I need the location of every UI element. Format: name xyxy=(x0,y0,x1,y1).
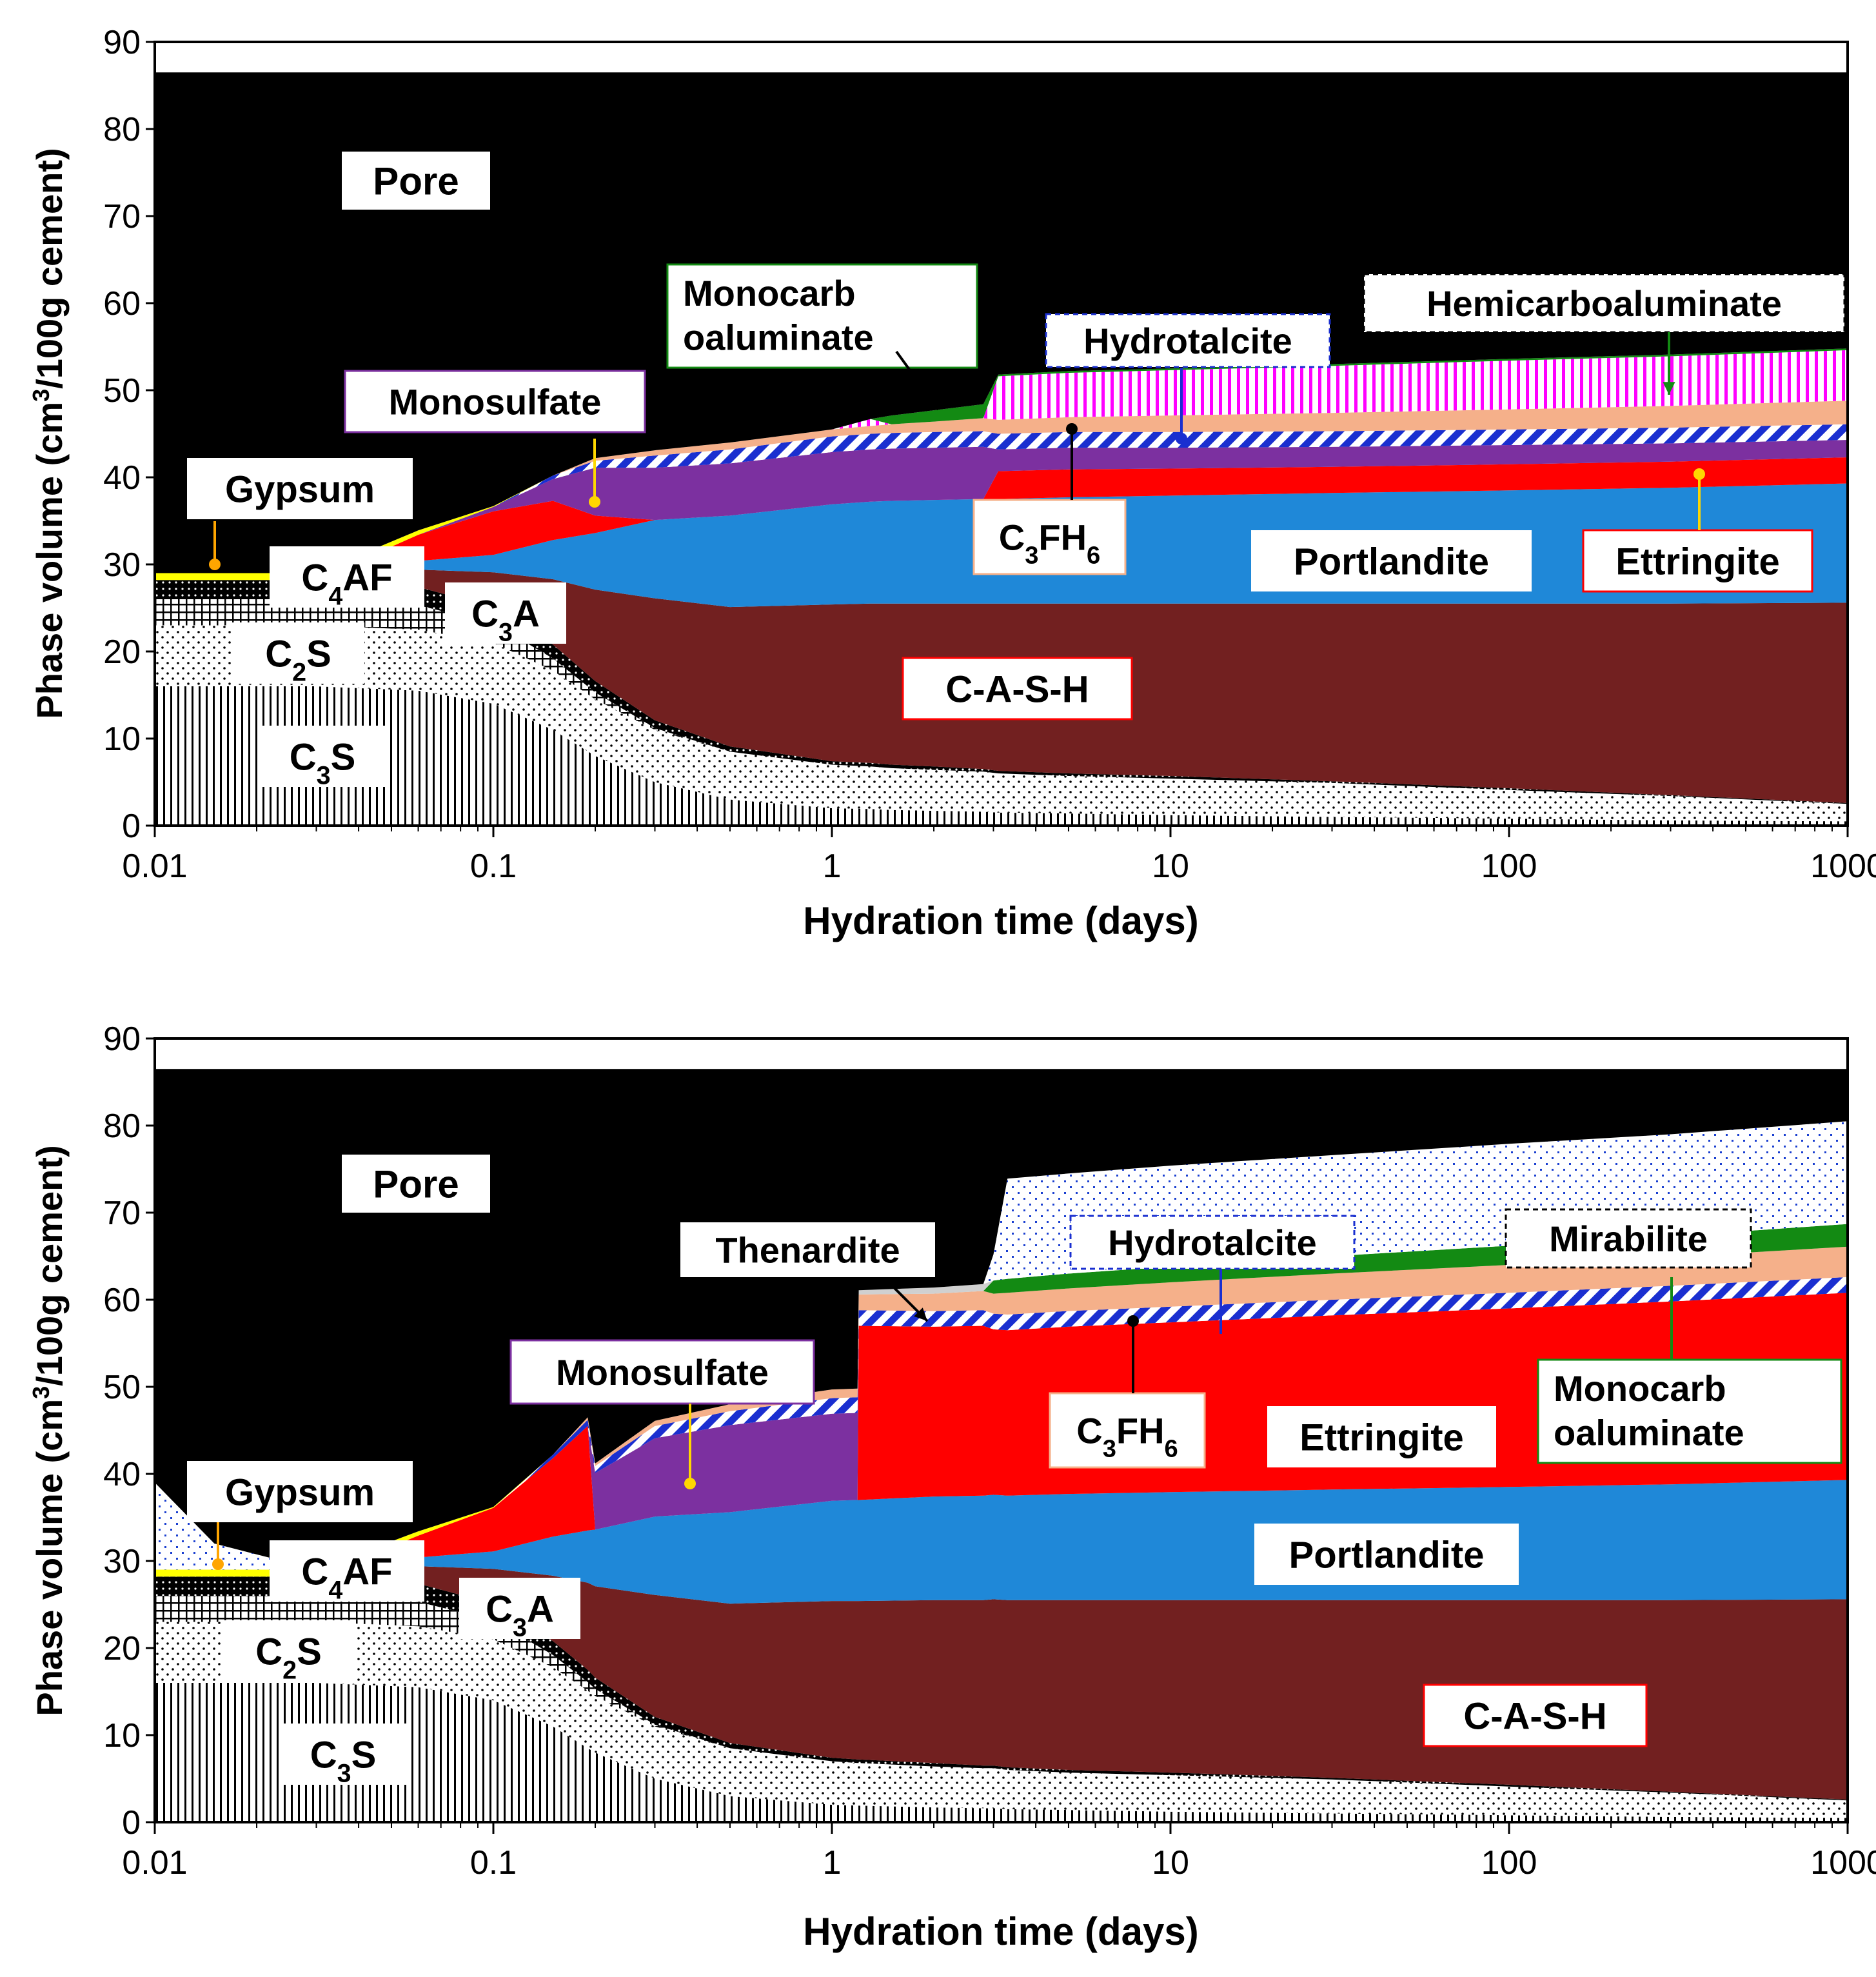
panel-b-label-monosulfate: Monosulfate xyxy=(556,1352,769,1393)
callout-leader-dot xyxy=(209,559,221,570)
panel-b-label-pore: Pore xyxy=(373,1163,459,1206)
panel-b-label-c-a-s-h: C-A-S-H xyxy=(1463,1695,1606,1737)
y-tick-label: 70 xyxy=(103,1195,141,1232)
x-tick-label: 10 xyxy=(1152,848,1189,885)
y-tick-label: 20 xyxy=(103,1630,141,1667)
y-tick-label: 90 xyxy=(103,24,141,61)
x-tick-label: 0.1 xyxy=(470,1844,517,1882)
panel-a-y-axis-label: Phase volume (cm3/100g cement) xyxy=(28,148,70,719)
y-tick-label: 50 xyxy=(103,1369,141,1406)
x-tick-label: 1000 xyxy=(1810,1844,1876,1882)
panel-a-x-axis-label: Hydration time (days) xyxy=(803,899,1198,942)
x-tick-label: 0.01 xyxy=(122,1844,187,1882)
y-tick-label: 80 xyxy=(103,111,141,148)
panel-b-label-portlandite: Portlandite xyxy=(1289,1534,1485,1576)
panel-a-label-pore: Pore xyxy=(373,160,459,203)
y-tick-label: 60 xyxy=(103,1282,141,1319)
x-tick-label: 100 xyxy=(1481,848,1537,885)
callout-leader-dot xyxy=(1127,1315,1139,1327)
y-tick-label: 0 xyxy=(122,808,141,845)
y-tick-label: 90 xyxy=(103,1020,141,1058)
y-tick-label: 70 xyxy=(103,198,141,235)
panel-b-tag: (B) xyxy=(833,1097,883,1138)
panel-a-tag: (A) xyxy=(833,101,883,141)
panel-a-label-hydrotalcite: Hydrotalcite xyxy=(1083,321,1292,361)
x-tick-label: 0.1 xyxy=(470,848,517,885)
x-tick-label: 1000 xyxy=(1810,848,1876,885)
callout-leader-dot xyxy=(1176,433,1187,444)
panel-a-label-monosulfate: Monosulfate xyxy=(389,382,602,422)
panel-b-y-axis-label: Phase volume (cm3/100g cement) xyxy=(28,1145,70,1716)
panel-b-label-ettringite: Ettringite xyxy=(1299,1416,1464,1458)
panel-a-label-ettringite: Ettringite xyxy=(1615,541,1780,582)
panel-b-label-hydrotalcite: Hydrotalcite xyxy=(1108,1222,1317,1263)
panel-b-x-axis-label: Hydration time (days) xyxy=(803,1910,1198,1953)
x-tick-label: 1 xyxy=(823,848,842,885)
y-tick-label: 10 xyxy=(103,720,141,758)
y-tick-label: 0 xyxy=(122,1804,141,1842)
callout-leader-dot xyxy=(589,496,600,508)
callout-leader-dot xyxy=(684,1478,696,1489)
callout-leader-dot xyxy=(1693,468,1705,480)
panel-a-label-hemicarboaluminate: Hemicarboaluminate xyxy=(1427,283,1782,324)
x-tick-label: 0.01 xyxy=(122,848,187,885)
panel-b-label-mirabilite: Mirabilite xyxy=(1549,1218,1708,1259)
y-tick-label: 40 xyxy=(103,1456,141,1493)
y-tick-label: 10 xyxy=(103,1717,141,1754)
y-tick-label: 60 xyxy=(103,285,141,323)
y-tick-label: 20 xyxy=(103,633,141,671)
panel-a-label-c-a-s-h: C-A-S-H xyxy=(945,668,1089,710)
callout-leader-dot xyxy=(212,1558,224,1570)
y-tick-label: 30 xyxy=(103,546,141,584)
callout-leader-dot xyxy=(1066,423,1078,435)
x-tick-label: 1 xyxy=(823,1844,842,1882)
y-tick-label: 40 xyxy=(103,459,141,497)
y-tick-label: 30 xyxy=(103,1543,141,1580)
panel-a-label-gypsum: Gypsum xyxy=(225,468,375,510)
panel-a-label-portlandite: Portlandite xyxy=(1294,541,1489,582)
panel-b-label-thenardite: Thenardite xyxy=(715,1230,900,1271)
x-tick-label: 10 xyxy=(1152,1844,1189,1882)
y-tick-label: 80 xyxy=(103,1108,141,1145)
y-tick-label: 50 xyxy=(103,372,141,410)
x-tick-label: 100 xyxy=(1481,1844,1537,1882)
panel-b-label-gypsum: Gypsum xyxy=(225,1471,375,1513)
